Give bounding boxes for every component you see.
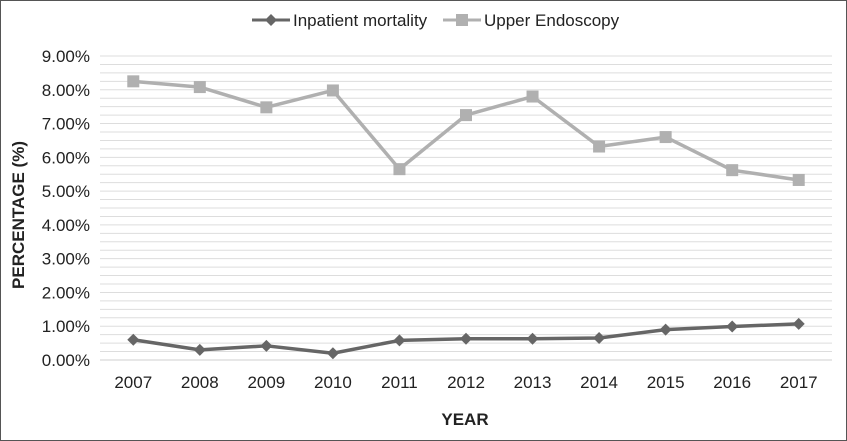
y-tick-label: 7.00% <box>42 115 90 134</box>
data-point-square <box>193 81 206 94</box>
y-tick-label: 1.00% <box>42 317 90 336</box>
y-tick-label: 6.00% <box>42 148 90 167</box>
x-tick-labels: 2007 2008 2009 2010 2011 2012 2013 2014 2015 2016… <box>114 373 817 392</box>
data-point-square <box>393 163 406 176</box>
data-point-square <box>326 84 339 97</box>
x-tick-label: 2011 <box>381 373 418 392</box>
x-tick-label: 2012 <box>447 373 485 392</box>
legend-item-inpatient-mortality: Inpatient mortality <box>252 11 428 30</box>
x-tick-label: 2010 <box>314 373 352 392</box>
x-axis-title: YEAR <box>441 410 488 429</box>
y-axis-title: PERCENTAGE (%) <box>9 141 28 289</box>
x-tick-label: 2013 <box>514 373 552 392</box>
x-tick-label: 2017 <box>780 373 818 392</box>
x-tick-label: 2009 <box>247 373 285 392</box>
data-point-diamond <box>460 332 472 345</box>
data-point-square <box>593 140 606 153</box>
data-point-square <box>726 164 739 177</box>
data-point-square <box>792 173 805 186</box>
y-tick-label: 5.00% <box>42 182 90 201</box>
data-point-diamond <box>326 347 339 360</box>
data-point-diamond <box>127 333 140 346</box>
series-inpatient-mortality <box>127 317 805 360</box>
data-point-square <box>526 90 539 103</box>
data-point-square <box>260 101 273 114</box>
legend-label-inpatient-mortality: Inpatient mortality <box>293 11 428 30</box>
y-tick-label: 3.00% <box>42 250 90 269</box>
legend-square-marker <box>456 14 468 26</box>
data-point-diamond <box>792 317 805 330</box>
data-point-diamond <box>526 332 539 345</box>
series-upper-endoscopy <box>127 75 805 186</box>
gridlines <box>100 55 832 353</box>
data-point-diamond <box>393 334 406 347</box>
legend-label-upper-endoscopy: Upper Endoscopy <box>484 11 620 30</box>
series-line <box>133 79 799 182</box>
data-point-diamond <box>260 339 273 352</box>
data-point-diamond <box>726 320 739 333</box>
y-tick-labels: 0.00% 1.00% 2.00% 3.00% 4.00% 5.00% 6.00% 7.00%… <box>42 47 90 370</box>
data-point-diamond <box>193 343 206 356</box>
data-point-diamond <box>593 332 606 345</box>
data-point-square <box>659 131 672 144</box>
x-tick-label: 2015 <box>647 373 685 392</box>
data-point-square <box>460 109 472 122</box>
y-tick-label: 0.00% <box>42 351 90 370</box>
y-tick-label: 9.00% <box>42 47 90 66</box>
x-tick-label: 2016 <box>713 373 751 392</box>
legend-diamond-marker <box>265 14 277 26</box>
data-point-diamond <box>659 323 672 336</box>
legend-item-upper-endoscopy: Upper Endoscopy <box>443 11 620 30</box>
x-tick-label: 2007 <box>114 373 152 392</box>
legend: Inpatient mortality Upper Endoscopy <box>252 11 620 30</box>
series-layer <box>127 75 805 360</box>
x-tick-label: 2008 <box>181 373 219 392</box>
x-tick-label: 2014 <box>580 373 618 392</box>
y-tick-label: 8.00% <box>42 81 90 100</box>
y-tick-label: 2.00% <box>42 283 90 302</box>
data-point-square <box>127 75 140 88</box>
y-tick-label: 4.00% <box>42 216 90 235</box>
